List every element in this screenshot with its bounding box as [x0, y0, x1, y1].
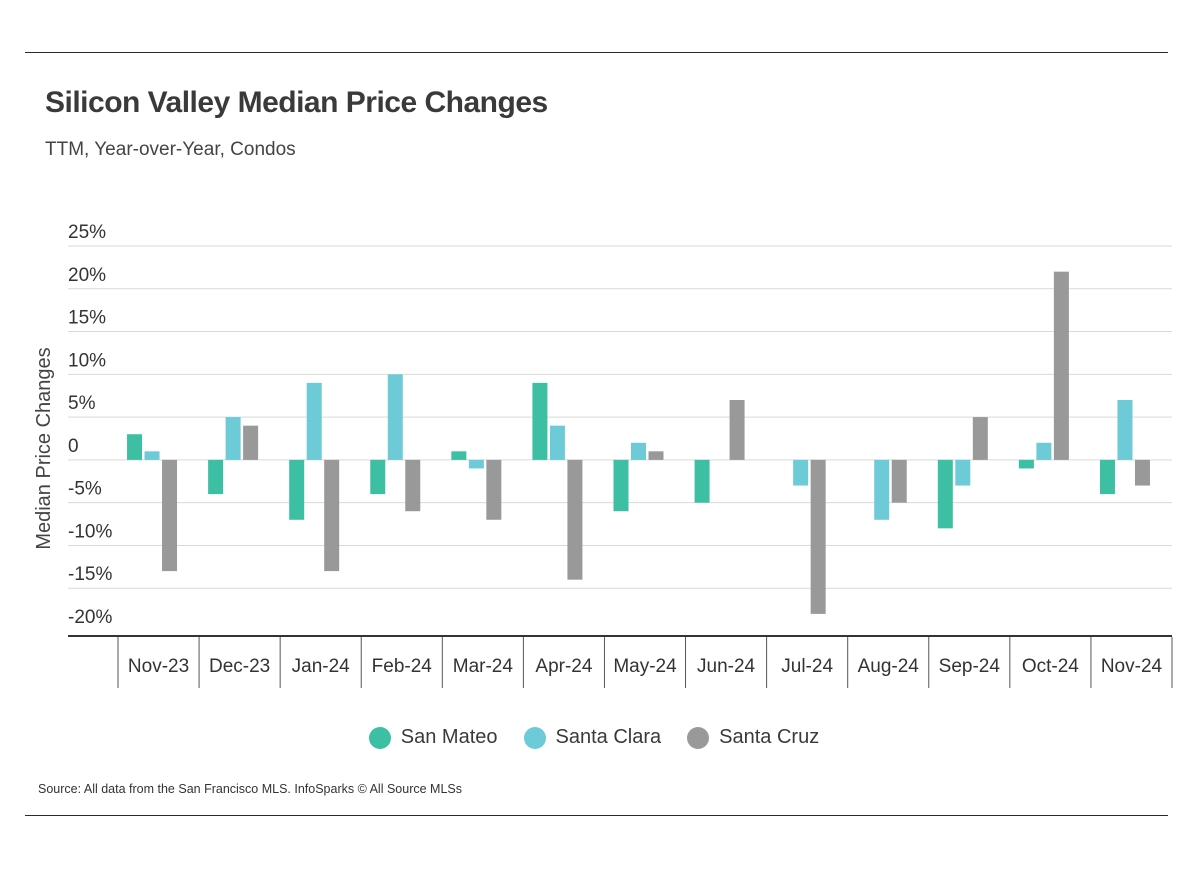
bar: [1018, 459, 1034, 469]
bar: [648, 451, 664, 460]
bar: [144, 451, 160, 460]
bar: [810, 459, 826, 614]
legend-label: San Mateo: [400, 726, 498, 748]
x-tick-label: Apr-24: [535, 656, 592, 677]
x-tick-label: Nov-23: [128, 656, 189, 677]
bar: [891, 459, 907, 503]
x-tick-label: Jul-24: [781, 656, 833, 677]
chart-title: Silicon Valley Median Price Changes: [45, 86, 548, 119]
legend-swatch: [687, 726, 710, 749]
bar-chart: 25% 20% 15% 10% 5% 0 -5% -10% -15% -20% Median Pri…: [33, 222, 1173, 688]
y-tick-label: 25%: [68, 222, 106, 243]
bar: [972, 417, 988, 460]
x-tick-label: Sep-24: [939, 656, 1001, 677]
bar: [405, 459, 421, 512]
legend: San Mateo Santa Clara Santa Cruz: [0, 726, 1188, 749]
y-tick-label: -5%: [68, 479, 102, 500]
x-tick-label: Mar-24: [453, 656, 514, 677]
bar: [955, 459, 971, 486]
bar: [729, 400, 745, 460]
y-tick-label: 5%: [68, 393, 96, 414]
bar: [1053, 271, 1069, 460]
bar: [532, 382, 548, 460]
legend-item: Santa Cruz: [687, 726, 819, 749]
bar: [549, 425, 565, 460]
top-rule: [25, 52, 1168, 53]
bar: [451, 451, 467, 460]
bar: [1099, 459, 1115, 495]
bar: [1117, 400, 1133, 460]
legend-swatch: [368, 726, 391, 749]
bar: [162, 459, 178, 572]
x-tick-label: Oct-24: [1022, 656, 1079, 677]
bar: [1134, 459, 1150, 486]
bar: [468, 459, 484, 469]
y-tick-label: 10%: [68, 350, 106, 371]
x-tick-label: May-24: [613, 656, 677, 677]
bottom-rule: [25, 815, 1168, 816]
x-tick-label: Dec-23: [209, 656, 270, 677]
legend-label: Santa Cruz: [719, 726, 820, 748]
legend-swatch: [523, 726, 546, 749]
bar: [631, 442, 646, 460]
bar: [387, 374, 403, 460]
x-tick-label: Feb-24: [372, 656, 433, 677]
x-tick-label: Aug-24: [858, 656, 920, 677]
bar: [370, 459, 386, 495]
bar: [937, 459, 953, 529]
x-tick-label: Nov-24: [1101, 656, 1163, 677]
y-tick-label: 20%: [68, 265, 106, 286]
bar: [567, 459, 583, 580]
bar: [243, 425, 259, 460]
source-note: Source: All data from the San Francisco …: [38, 782, 462, 796]
bar: [694, 459, 710, 503]
legend-item: San Mateo: [368, 726, 498, 749]
bar: [306, 382, 322, 460]
y-tick-label: 15%: [68, 308, 106, 329]
bar: [225, 417, 241, 460]
y-tick-label: 0: [68, 436, 79, 457]
bar: [127, 434, 143, 460]
bar: [324, 459, 340, 572]
y-tick-label: -20%: [68, 607, 112, 628]
legend-label: Santa Clara: [555, 726, 662, 748]
x-tick-label: Jan-24: [292, 656, 351, 677]
x-tick-label: Jun-24: [697, 656, 756, 677]
bar: [208, 459, 224, 495]
bar: [793, 459, 809, 486]
bar: [613, 459, 629, 512]
bar: [289, 459, 305, 520]
y-tick-label: -10%: [68, 521, 112, 542]
chart-subtitle: TTM, Year-over-Year, Condos: [45, 139, 296, 160]
bar: [874, 459, 890, 520]
y-axis-label: Median Price Changes: [33, 347, 55, 549]
y-tick-label: -15%: [68, 564, 112, 585]
bar: [1036, 442, 1052, 460]
bar: [486, 459, 502, 520]
legend-item: Santa Clara: [523, 726, 662, 749]
